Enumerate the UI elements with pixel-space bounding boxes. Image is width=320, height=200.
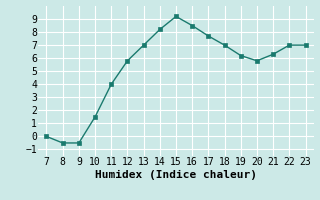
X-axis label: Humidex (Indice chaleur): Humidex (Indice chaleur) [95,170,257,180]
